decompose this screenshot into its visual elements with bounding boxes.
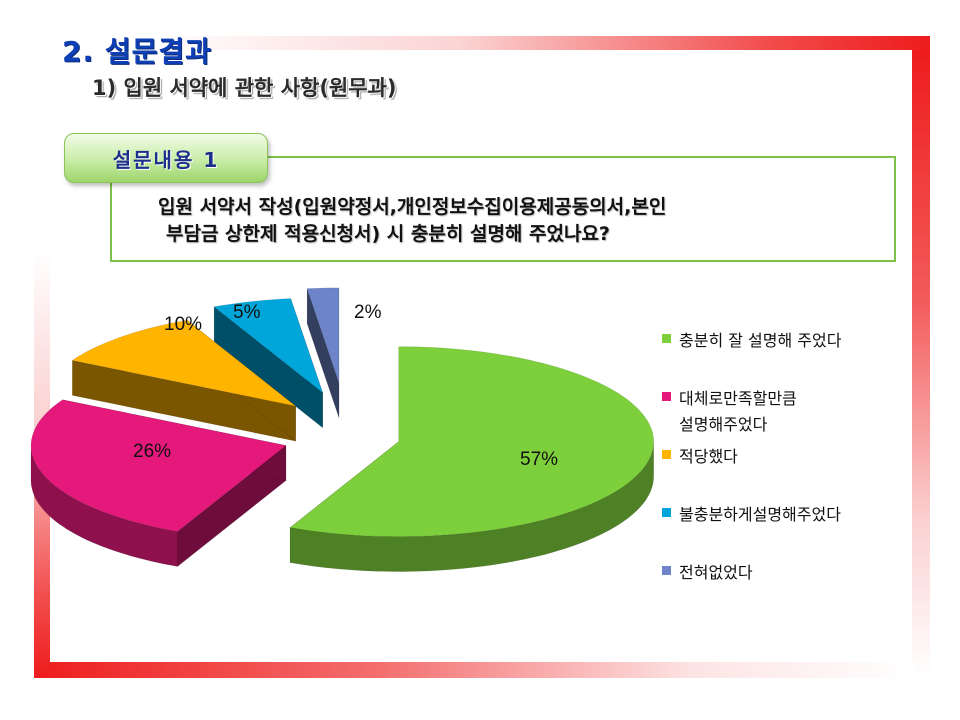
legend-label-2: 대체로만족할만큼 설명해주었다 [679,386,797,438]
legend-swatch-1 [662,334,671,343]
frame-right-border [912,50,930,678]
pie-slice-3 [213,298,324,394]
legend-item-4: 불충분하게설명해주었다 [662,502,841,528]
legend-label-2-line2: 설명해주었다 [679,415,768,434]
slice-label-2: 2% [354,302,382,323]
page-subtitle: 1) 입원 서약에 관한 사항(원무과) [92,76,397,100]
slice-label-57: 57% [520,449,559,470]
legend-item-2: 대체로만족할만큼 설명해주었다 [662,386,797,438]
question-tab-label: 설문내용 1 [112,147,220,172]
slice-label-5: 5% [233,302,261,323]
slice-label-10: 10% [164,314,203,335]
legend-item-5: 전혀없었다 [662,560,753,586]
pie-slice-0 [289,346,655,537]
legend-swatch-2 [662,392,671,401]
legend-swatch-4 [662,508,671,517]
legend-item-1: 충분히 잘 설명해 주었다 [662,328,841,354]
pie-slice-1 [30,399,287,532]
question-tab: 설문내용 1 [64,133,268,183]
legend-swatch-5 [662,566,671,575]
page-title: 2. 설문결과 [62,35,212,68]
frame-bottom-border [34,662,914,678]
slice-label-26: 26% [133,441,172,462]
legend-item-3: 적당했다 [662,444,738,470]
question-line-1: 입원 서약서 작성(입원약정서,개인정보수집이용제공동의서,본인 [158,196,667,218]
legend-label-2-line1: 대체로만족할만큼 [679,389,797,408]
frame-top-border [150,36,930,50]
pie-outer-wall-0 [289,441,654,572]
question-line-2: 부담금 상한제 적용신청서) 시 충분히 설명해 주었나요? [166,223,610,245]
pie-tops [30,287,655,537]
legend-label-1: 충분히 잘 설명해 주었다 [679,331,842,350]
legend-label-3: 적당했다 [679,447,738,466]
legend-label-4: 불충분하게설명해주었다 [679,505,841,524]
pie-slice-4 [306,287,340,383]
legend-label-5: 전혀없었다 [679,563,753,582]
pie-slice-2 [71,319,296,407]
legend-swatch-3 [662,450,671,459]
